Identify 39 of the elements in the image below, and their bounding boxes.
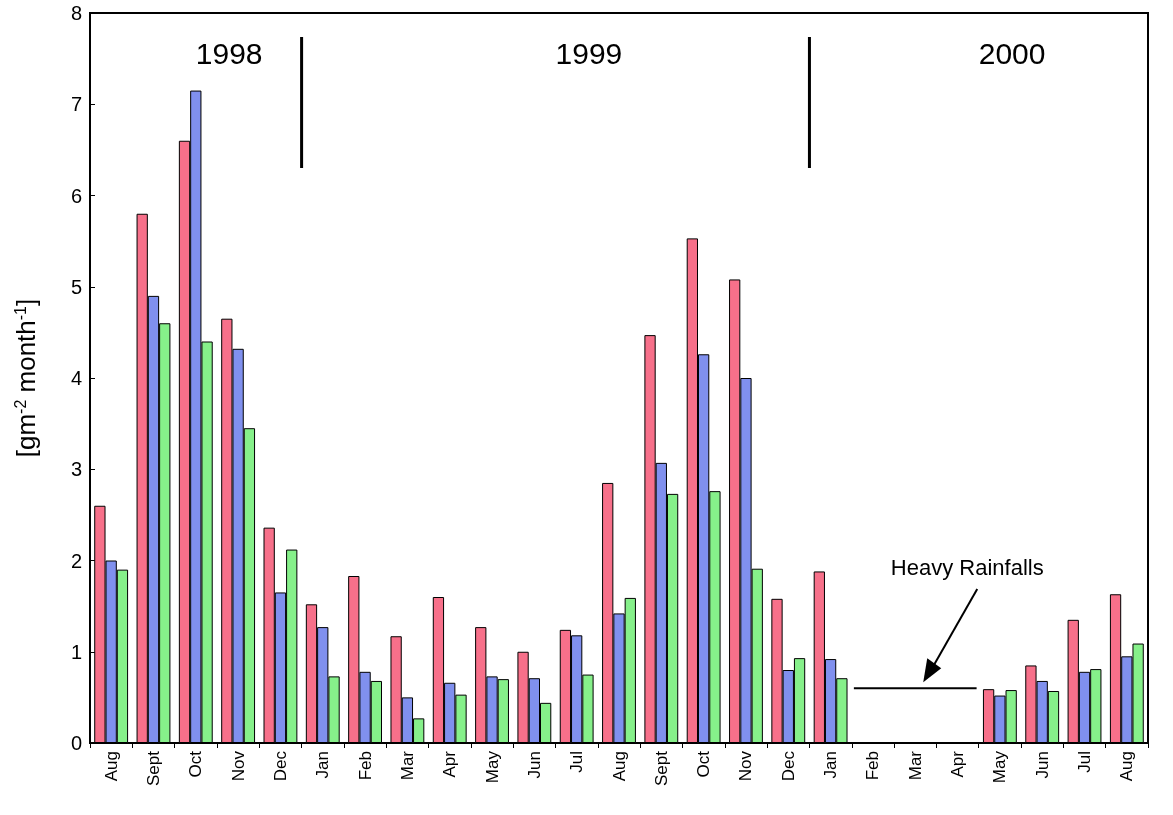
annotation: Heavy Rainfalls xyxy=(890,555,1044,580)
x-tick-label: Apr xyxy=(440,750,460,778)
x-tick-label: May xyxy=(482,750,502,784)
y-tick-label: 1 xyxy=(70,640,82,663)
x-tick-label: Aug xyxy=(1117,751,1137,782)
x-tick-label: Oct xyxy=(186,750,206,778)
x-tick-label: Nov xyxy=(736,750,756,782)
y-tick-label: 0 xyxy=(70,732,82,754)
x-tick-label: Mar xyxy=(905,750,925,781)
x-tick-label: Feb xyxy=(355,751,375,781)
x-tick-label: Mar xyxy=(397,750,417,781)
x-tick-label: Dec xyxy=(270,750,290,782)
y-tick-label: 5 xyxy=(70,275,82,298)
y-tick-label: 3 xyxy=(70,458,82,481)
annotation: 1998 xyxy=(195,36,263,70)
annotation: 2000 xyxy=(978,36,1046,70)
x-tick-label: Nov xyxy=(228,750,248,782)
y-axis-title: [gm-2 month-1] xyxy=(11,298,41,458)
x-tick-label: Jul xyxy=(1075,751,1095,773)
x-tick-label: Jul xyxy=(567,751,587,773)
y-tick-label: 8 xyxy=(70,2,82,24)
x-tick-label: Oct xyxy=(694,750,714,778)
y-tick-label: 2 xyxy=(70,549,82,572)
x-tick-label: Jun xyxy=(1032,751,1052,779)
x-tick-label: Sept xyxy=(143,750,163,786)
x-tick-label: Aug xyxy=(609,751,629,782)
y-tick-label: 6 xyxy=(70,184,82,207)
x-tick-label: Apr xyxy=(948,750,968,778)
annotation: 1999 xyxy=(555,36,623,70)
x-tick-label: Jun xyxy=(524,751,544,779)
x-tick-label: Aug xyxy=(101,751,121,782)
x-tick-label: Dec xyxy=(778,750,798,782)
x-tick-label: Feb xyxy=(863,751,883,781)
y-tick-label: 7 xyxy=(70,93,82,116)
x-tick-label: Jan xyxy=(313,751,333,779)
y-tick-label: 4 xyxy=(70,367,82,389)
x-tick-label: Jan xyxy=(821,751,841,779)
x-tick-label: Sept xyxy=(651,750,671,786)
x-tick-label: May xyxy=(990,750,1010,784)
